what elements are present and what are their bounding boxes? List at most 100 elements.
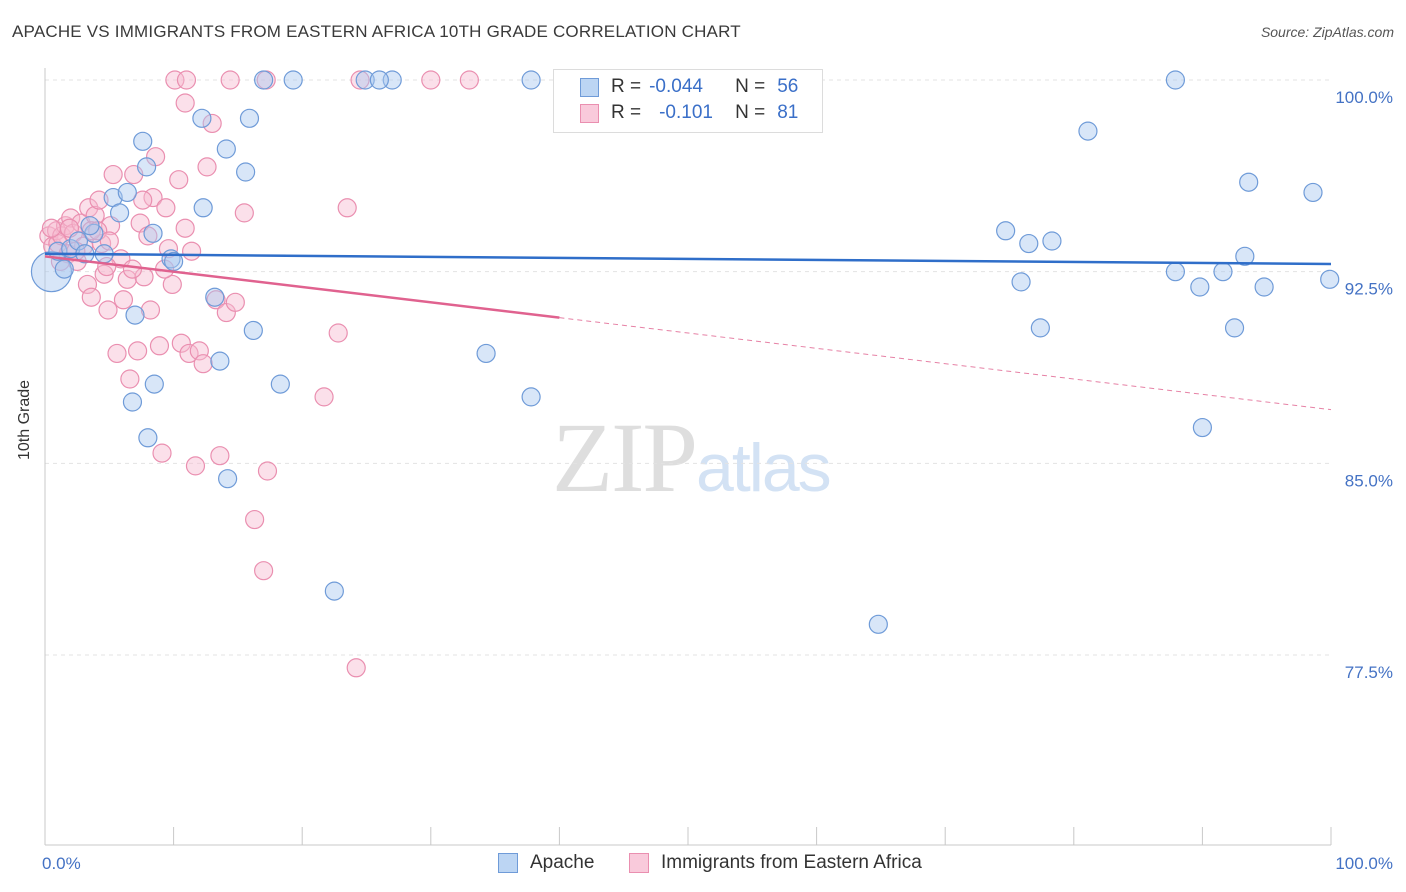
legend-item-eastern-africa: Immigrants from Eastern Africa xyxy=(629,852,922,874)
legend-eastern-africa-n: 81 xyxy=(777,102,799,123)
y-tick-label: 77.5% xyxy=(1345,663,1393,682)
eastern-africa-point xyxy=(220,70,240,90)
apache-trend-line xyxy=(44,252,1332,266)
legend-row-apache: R = -0.044 N = 56 xyxy=(580,75,798,99)
apache-point xyxy=(218,469,238,489)
apache-point xyxy=(54,259,74,279)
eastern-africa-swatch xyxy=(580,103,599,123)
legend-n-label: N = xyxy=(735,76,766,97)
apache-point xyxy=(1213,262,1233,282)
apache-legend-label: Apache xyxy=(530,852,595,873)
apache-point xyxy=(210,351,230,371)
eastern-africa-point xyxy=(328,323,348,343)
eastern-africa-point xyxy=(337,198,357,218)
apache-point xyxy=(239,108,260,128)
apache-point xyxy=(236,162,256,182)
apache-swatch xyxy=(580,77,599,97)
eastern-africa-point xyxy=(350,70,370,90)
eastern-africa-point xyxy=(156,198,176,218)
eastern-africa-point xyxy=(225,292,245,312)
apache-point xyxy=(138,428,158,448)
legend-item-apache: Apache xyxy=(498,852,594,874)
eastern-africa-point xyxy=(346,658,366,678)
eastern-africa-point xyxy=(61,208,81,228)
eastern-africa-point xyxy=(234,203,254,223)
eastern-africa-point xyxy=(176,70,197,90)
apache-point xyxy=(1019,233,1039,254)
eastern-africa-point xyxy=(94,264,114,284)
legend-row-eastern-africa: R = -0.101 N = 81 xyxy=(580,101,798,125)
apache-point xyxy=(1165,262,1185,282)
series-legend: Apache Immigrants from Eastern Africa xyxy=(0,852,1406,878)
apache-point xyxy=(254,70,274,90)
apache-point xyxy=(369,70,389,90)
eastern-africa-point xyxy=(122,259,143,279)
eastern-africa-point xyxy=(140,300,161,320)
apache-point xyxy=(143,223,163,243)
apache-point xyxy=(355,70,375,90)
apache-point xyxy=(1303,182,1323,203)
eastern-africa-point xyxy=(254,561,274,581)
apache-point xyxy=(144,374,164,394)
eastern-africa-point xyxy=(314,387,334,407)
apache-point xyxy=(1078,121,1098,141)
eastern-africa-point xyxy=(459,70,479,90)
legend-eastern-africa-r: -0.101 xyxy=(659,102,713,123)
axes xyxy=(44,68,1332,846)
apache-point xyxy=(193,198,213,218)
eastern-africa-point xyxy=(257,461,278,481)
eastern-africa-legend-swatch xyxy=(629,853,649,873)
apache-point xyxy=(133,131,153,151)
eastern-africa-point xyxy=(89,190,109,210)
eastern-africa-point xyxy=(81,287,101,307)
eastern-africa-point xyxy=(103,164,123,185)
eastern-africa-point xyxy=(152,443,172,463)
eastern-africa-point xyxy=(175,93,195,113)
apache-point xyxy=(192,108,212,128)
eastern-africa-point xyxy=(165,70,185,90)
eastern-africa-point xyxy=(189,341,209,361)
eastern-africa-point xyxy=(202,113,222,134)
apache-point xyxy=(1320,269,1340,289)
eastern-africa-point xyxy=(107,343,127,364)
source-label: Source: ZipAtlas.com xyxy=(1260,24,1394,40)
legend-apache-r: -0.044 xyxy=(649,76,703,97)
apache-point xyxy=(1192,417,1213,438)
apache-point xyxy=(270,374,290,394)
eastern-africa-point xyxy=(138,226,158,246)
eastern-africa-point xyxy=(171,333,191,353)
legend-r-label: R = xyxy=(611,102,642,123)
y-tick-label: 100.0% xyxy=(1335,88,1393,107)
apache-point xyxy=(1042,231,1062,251)
x-tick-label-max: 100.0% xyxy=(1335,854,1393,873)
y-tick-label: 92.5% xyxy=(1345,280,1393,299)
apache-legend-swatch xyxy=(498,853,518,873)
eastern-africa-point xyxy=(210,446,230,466)
apache-point xyxy=(324,581,344,601)
apache-point xyxy=(521,387,541,407)
apache-point xyxy=(30,251,73,293)
apache-point xyxy=(1190,277,1210,297)
apache-point xyxy=(1165,70,1185,90)
apache-point xyxy=(109,203,130,223)
eastern-africa-point xyxy=(99,231,119,251)
eastern-africa-point xyxy=(197,157,217,177)
watermark-atlas: atlas xyxy=(696,430,832,506)
apache-point xyxy=(243,320,263,341)
watermark-zip: ZIP xyxy=(552,402,698,513)
gridlines xyxy=(45,79,1331,656)
watermark: ZIPatlas xyxy=(552,400,832,515)
apache-point xyxy=(80,216,100,236)
eastern-africa-point xyxy=(245,509,265,530)
x-tick-label-min: 0.0% xyxy=(42,854,81,873)
apache-point xyxy=(136,157,157,177)
eastern-africa-point xyxy=(120,369,140,389)
y-tick-label: 85.0% xyxy=(1345,471,1393,490)
legend-n-label: N = xyxy=(735,102,766,123)
apache-point xyxy=(1030,318,1050,338)
eastern-africa-point xyxy=(127,341,148,361)
eastern-africa-point xyxy=(175,218,195,238)
apache-point xyxy=(1224,318,1245,338)
apache-point xyxy=(205,287,225,307)
apache-point xyxy=(521,70,541,90)
